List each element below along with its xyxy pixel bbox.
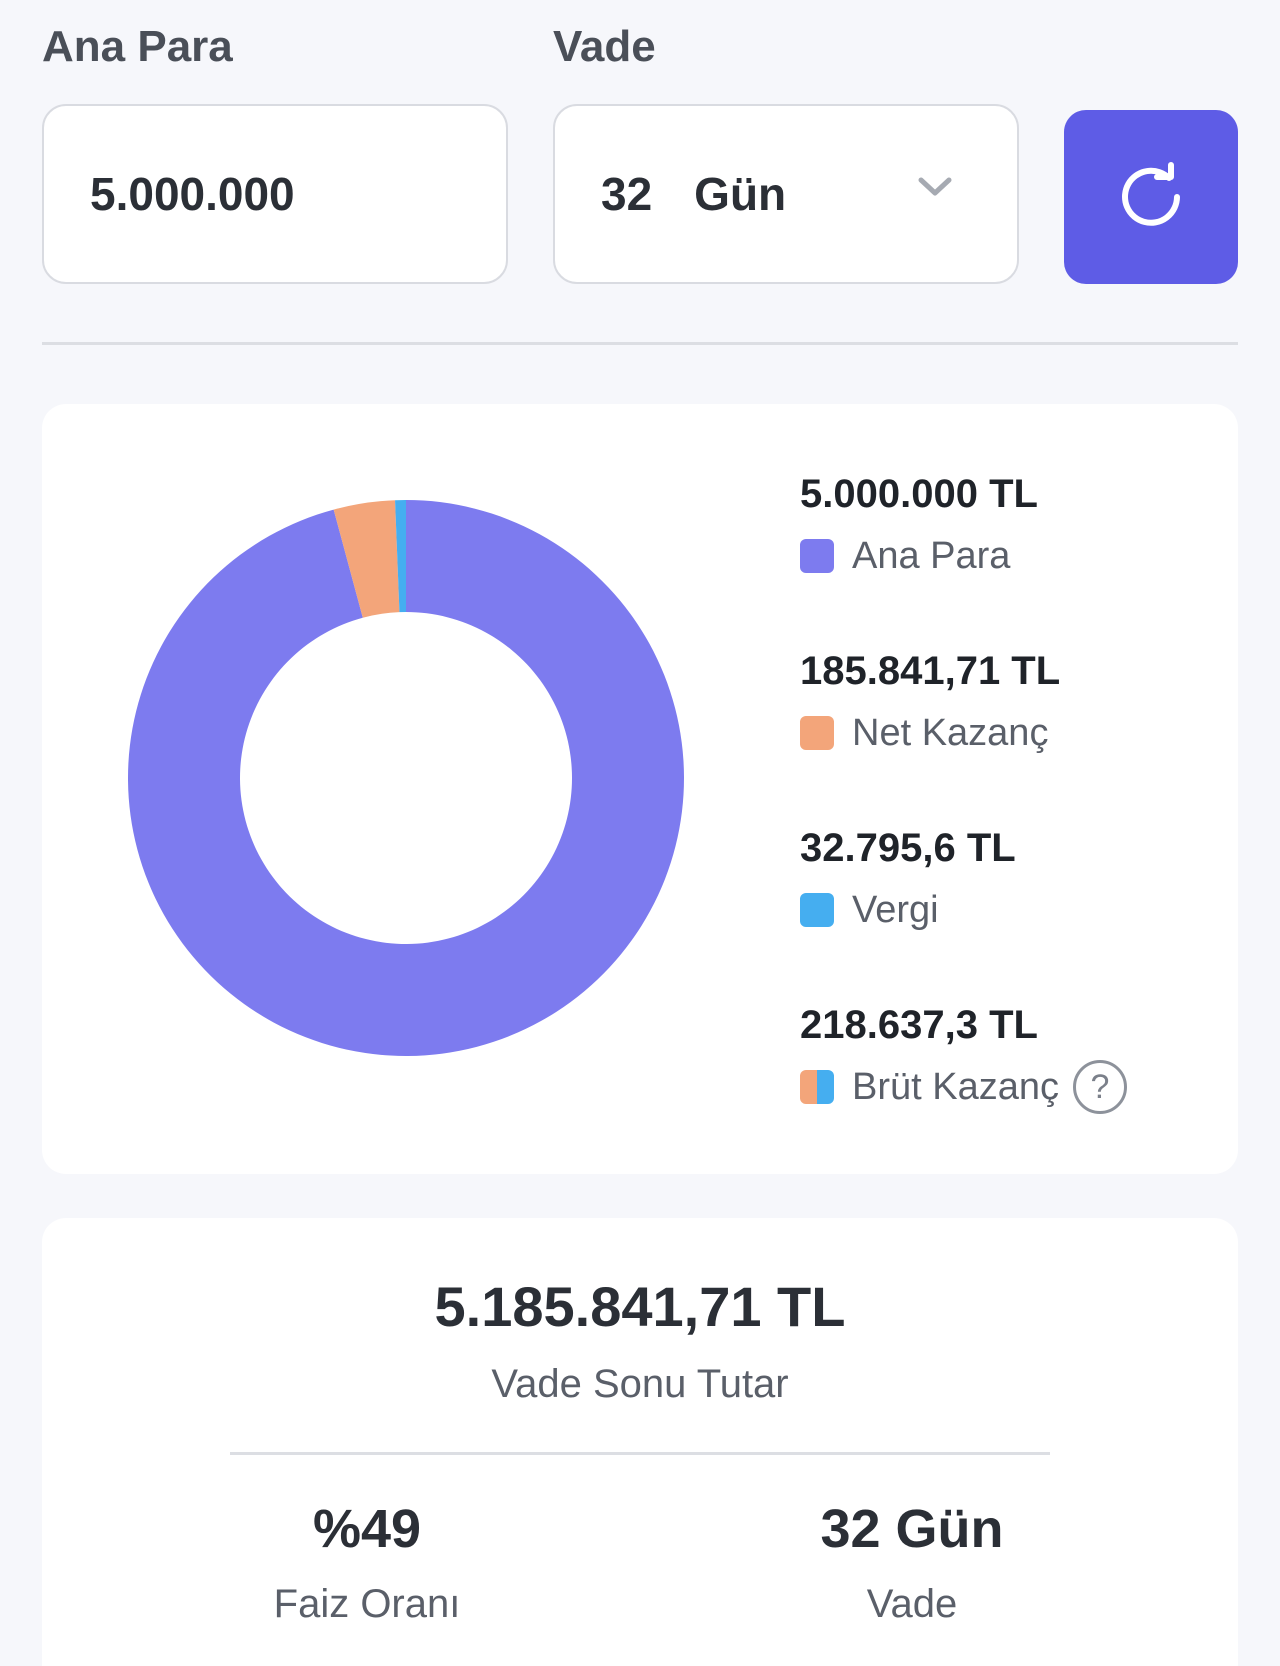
term-select[interactable]: 32 Gün [553,104,1019,284]
legend-item-tax: 32.795,6 TL Vergi [800,816,1127,993]
legend-value: 32.795,6 TL [800,826,1016,870]
principal-input-value: 5.000.000 [90,168,295,220]
legend-item-principal: 5.000.000 TL Ana Para [800,462,1127,639]
maturity-total-label: Vade Sonu Tutar [491,1362,789,1406]
summary-divider [230,1452,1050,1455]
donut-chart [128,500,684,1056]
legend-label: Vergi [852,888,939,931]
refresh-button[interactable] [1064,110,1238,284]
term-select-unit: Gün [694,168,787,220]
term-select-value: 32 [601,168,653,220]
legend-value: 185.841,71 TL [800,649,1061,693]
chart-card: 5.000.000 TL Ana Para 185.841,71 TL Net … [42,404,1238,1174]
principal-label: Ana Para [42,22,233,71]
legend-swatch [800,893,834,927]
donut-slice-0 [128,500,684,1056]
principal-input[interactable]: 5.000.000 [42,104,508,284]
term-stat-value: 32 Gün [820,1499,1004,1559]
donut-slice-2 [395,500,406,613]
interest-rate-value: %49 [312,1499,422,1559]
legend-swatch [800,716,834,750]
legend-swatch [800,1070,834,1104]
donut-slice-1 [333,500,400,618]
interest-rate-label: Faiz Oranı [273,1582,461,1626]
chart-legend: 5.000.000 TL Ana Para 185.841,71 TL Net … [800,462,1127,1170]
legend-label: Ana Para [852,534,1011,577]
term-stat-label: Vade [866,1582,958,1626]
interest-rate-stat: %49 Faiz Oranı [167,1498,567,1627]
legend-swatch [800,539,834,573]
term-stat: 32 Gün Vade [712,1498,1112,1627]
chevron-down-icon [918,177,952,196]
legend-label: Net Kazanç [852,711,1049,754]
legend-value: 5.000.000 TL [800,472,1038,516]
legend-label: Brüt Kazanç [852,1065,1059,1108]
help-icon[interactable]: ? [1073,1060,1127,1114]
refresh-icon [1122,162,1180,226]
legend-item-gross-gain: 218.637,3 TL Brüt Kazanç ? [800,993,1127,1170]
maturity-total-value: 5.185.841,71 TL [434,1275,846,1338]
legend-value: 218.637,3 TL [800,1003,1038,1047]
summary-card: 5.185.841,71 TL Vade Sonu Tutar %49 Faiz… [42,1218,1238,1666]
section-divider [42,342,1238,345]
legend-item-net-gain: 185.841,71 TL Net Kazanç [800,639,1127,816]
term-label: Vade [553,22,656,71]
